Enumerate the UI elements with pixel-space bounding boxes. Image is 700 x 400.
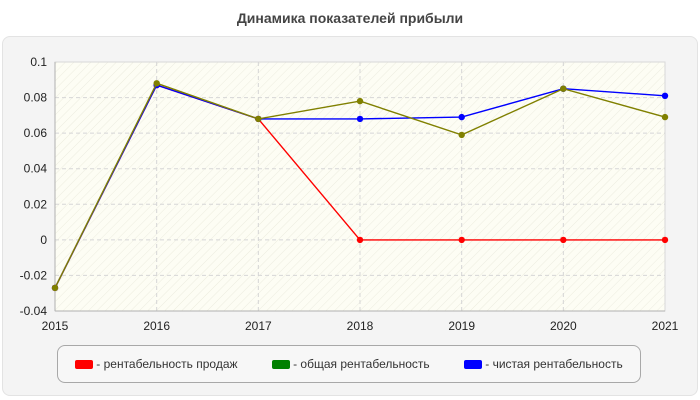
data-point bbox=[458, 236, 465, 244]
data-point bbox=[356, 97, 364, 105]
x-tick-label: 2015 bbox=[42, 319, 69, 333]
y-tick-label: 0.08 bbox=[24, 91, 48, 105]
axis-labels: -0.04 -0.02 0 0.02 0.04 0.06 0.08 0.1 2015 2016 20… bbox=[20, 55, 679, 333]
data-point bbox=[458, 131, 465, 139]
chart-title: Динамика показателей прибыли bbox=[236, 10, 464, 26]
x-tick-label: 2016 bbox=[143, 319, 170, 333]
data-point bbox=[560, 85, 567, 92]
data-point bbox=[153, 80, 160, 87]
data-point bbox=[356, 115, 364, 123]
y-tick-label: 0.04 bbox=[24, 162, 48, 176]
chart-legend: - рентабельность продаж - общая рентабель… bbox=[57, 345, 641, 383]
x-tick-label: 2021 bbox=[652, 319, 679, 333]
data-point bbox=[356, 236, 364, 244]
y-tick-label: -0.02 bbox=[20, 268, 48, 282]
data-point bbox=[458, 113, 465, 121]
y-tick-label: 0.06 bbox=[24, 126, 48, 140]
y-tick-label: 0 bbox=[40, 233, 47, 247]
data-point bbox=[661, 236, 669, 244]
y-tick-label: 0.02 bbox=[24, 197, 48, 211]
x-tick-label: 2019 bbox=[448, 319, 475, 333]
legend-item: - чистая рентабельность bbox=[464, 357, 623, 371]
y-tick-label: -0.04 bbox=[20, 304, 48, 318]
legend-swatch bbox=[272, 359, 291, 369]
legend-label: - общая рентабельность bbox=[293, 357, 430, 371]
x-tick-label: 2018 bbox=[347, 319, 374, 333]
legend-swatch bbox=[464, 359, 483, 369]
legend-swatch bbox=[75, 359, 94, 369]
data-point bbox=[255, 115, 262, 123]
data-point bbox=[661, 113, 669, 121]
data-point bbox=[51, 284, 59, 292]
series-3 bbox=[51, 80, 669, 292]
legend-label: - рентабельность продаж bbox=[96, 357, 238, 371]
data-point bbox=[661, 92, 669, 100]
legend-item: - рентабельность продаж bbox=[75, 357, 238, 371]
x-tick-label: 2017 bbox=[245, 319, 272, 333]
series-layer bbox=[51, 80, 669, 292]
data-point bbox=[560, 236, 567, 244]
x-tick-label: 2020 bbox=[550, 319, 577, 333]
legend-label: - чистая рентабельность bbox=[485, 357, 623, 371]
legend-item: - общая рентабельность bbox=[272, 357, 430, 371]
y-tick-label: 0.1 bbox=[30, 55, 47, 69]
